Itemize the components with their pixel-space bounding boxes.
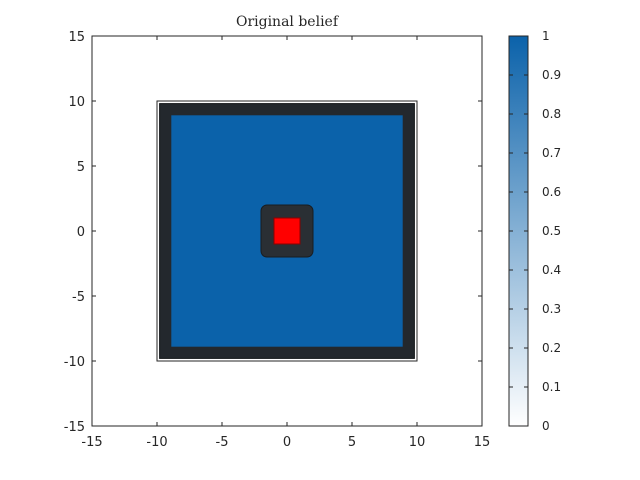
colorbar-tick-label: 0 xyxy=(542,419,550,433)
x-tick-label: 15 xyxy=(474,435,491,450)
chart-title: Original belief xyxy=(236,14,340,30)
colorbar-tick-label: 0.8 xyxy=(542,107,561,121)
colorbar-ticks: 1 0.9 0.8 0.7 0.6 0.5 0.4 0.3 0.2 0.1 0 xyxy=(509,29,561,433)
colorbar-tick-label: 0.2 xyxy=(542,341,561,355)
y-tick-label: -5 xyxy=(72,290,85,305)
colorbar-tick-label: 0.3 xyxy=(542,302,561,316)
colorbar-tick-label: 0.6 xyxy=(542,185,561,199)
y-tick-label: -15 xyxy=(64,420,85,435)
x-tick-label: -15 xyxy=(81,435,102,450)
y-axis: 15 10 5 0 -5 -10 -15 xyxy=(64,30,482,435)
x-tick-label: -10 xyxy=(146,435,167,450)
target-square xyxy=(273,217,301,245)
y-tick-label: 0 xyxy=(77,225,85,240)
colorbar-tick-label: 1 xyxy=(542,29,550,43)
colorbar-tick-label: 0.1 xyxy=(542,380,561,394)
colorbar-tick-label: 0.4 xyxy=(542,263,561,277)
plot-regions xyxy=(156,100,418,362)
y-tick-label: 15 xyxy=(68,30,85,45)
y-tick-label: -10 xyxy=(64,355,85,370)
x-tick-label: -5 xyxy=(216,435,229,450)
x-tick-label: 10 xyxy=(409,435,426,450)
x-tick-label: 0 xyxy=(283,435,291,450)
y-tick-label: 5 xyxy=(77,160,85,175)
colorbar-tick-label: 0.5 xyxy=(542,224,561,238)
x-tick-label: 5 xyxy=(348,435,356,450)
y-tick-label: 10 xyxy=(68,95,85,110)
colorbar-tick-label: 0.7 xyxy=(542,146,561,160)
colorbar-tick-label: 0.9 xyxy=(542,68,561,82)
x-axis: -15 -10 -5 0 5 10 15 xyxy=(81,36,490,450)
